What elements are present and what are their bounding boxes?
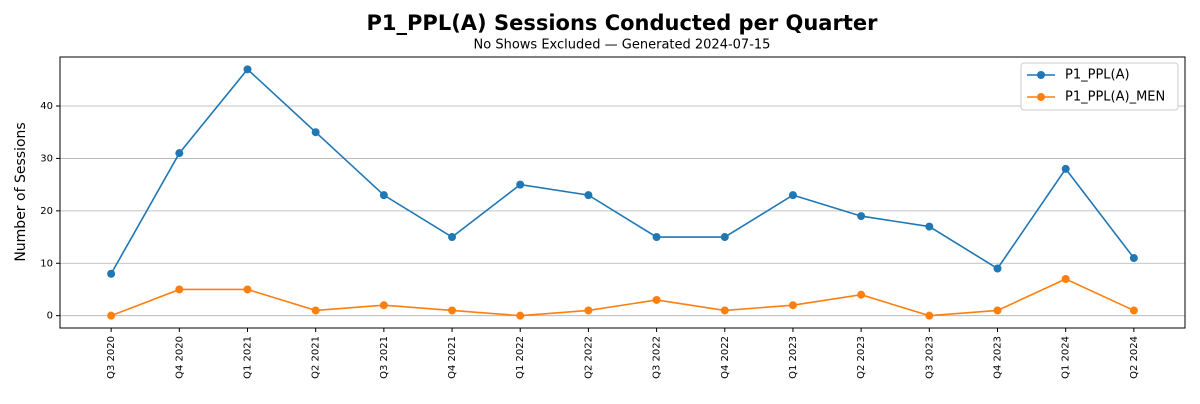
- point: [993, 264, 1002, 273]
- x-tick-label: Q3 2021: [379, 336, 390, 379]
- point: [379, 301, 388, 310]
- point: [720, 233, 729, 242]
- point: [516, 311, 525, 320]
- point: [1129, 306, 1138, 315]
- y-tick-label: 0: [47, 311, 53, 322]
- legend-label: P1_PPL(A): [1065, 68, 1130, 83]
- point: [243, 65, 252, 74]
- x-tick-label: Q2 2023: [856, 336, 867, 379]
- point: [107, 269, 116, 278]
- x-tick-label: Q2 2022: [583, 336, 594, 379]
- x-tick-label: Q4 2020: [174, 336, 185, 379]
- series-line: [110, 278, 1135, 317]
- point: [584, 191, 593, 200]
- legend-marker: [1037, 93, 1045, 101]
- point: [175, 149, 184, 158]
- y-tick-label: 10: [40, 258, 53, 269]
- legend-marker: [1037, 71, 1045, 79]
- point: [1061, 274, 1070, 283]
- x-tick-label: Q2 2024: [1129, 336, 1140, 379]
- point: [516, 180, 525, 189]
- point: [107, 311, 116, 320]
- chart-title: P1_PPL(A) Sessions Conducted per Quarter: [367, 11, 879, 35]
- series-line: [110, 68, 1135, 275]
- point: [1061, 164, 1070, 173]
- point: [448, 233, 457, 242]
- point: [1129, 254, 1138, 263]
- y-axis-label: Number of Sessions: [13, 122, 29, 261]
- point: [311, 306, 320, 315]
- x-tick-label: Q1 2024: [1061, 336, 1072, 379]
- point: [448, 306, 457, 315]
- x-tick-label: Q1 2022: [515, 336, 526, 379]
- point: [379, 191, 388, 200]
- x-tick-label: Q1 2023: [788, 336, 799, 379]
- legend-box: [1020, 62, 1179, 111]
- x-tick-label: Q1 2021: [243, 336, 254, 379]
- point: [311, 128, 320, 137]
- point: [788, 301, 797, 310]
- legend-label: P1_PPL(A)_MEN: [1065, 90, 1165, 105]
- x-tick-label: Q3 2020: [106, 336, 117, 379]
- y-tick-label: 40: [40, 101, 53, 112]
- point: [925, 222, 934, 231]
- point: [652, 295, 661, 304]
- point: [993, 306, 1002, 315]
- point: [652, 233, 661, 242]
- x-tick-label: Q4 2022: [720, 336, 731, 379]
- x-tick-label: Q4 2023: [993, 336, 1004, 379]
- point: [857, 212, 866, 221]
- x-tick-label: Q4 2021: [447, 336, 458, 379]
- chart-subtitle: No Shows Excluded — Generated 2024-07-15: [474, 38, 771, 53]
- point: [925, 311, 934, 320]
- point: [584, 306, 593, 315]
- x-tick-label: Q3 2022: [652, 336, 663, 379]
- point: [243, 285, 252, 294]
- x-tick-label: Q2 2021: [311, 336, 322, 379]
- point: [788, 191, 797, 200]
- point: [857, 290, 866, 299]
- point: [175, 285, 184, 294]
- x-tick-label: Q3 2023: [924, 336, 935, 379]
- y-tick-label: 20: [40, 206, 53, 217]
- y-tick-label: 30: [40, 153, 53, 164]
- point: [720, 306, 729, 315]
- plot-frame: [59, 56, 1186, 329]
